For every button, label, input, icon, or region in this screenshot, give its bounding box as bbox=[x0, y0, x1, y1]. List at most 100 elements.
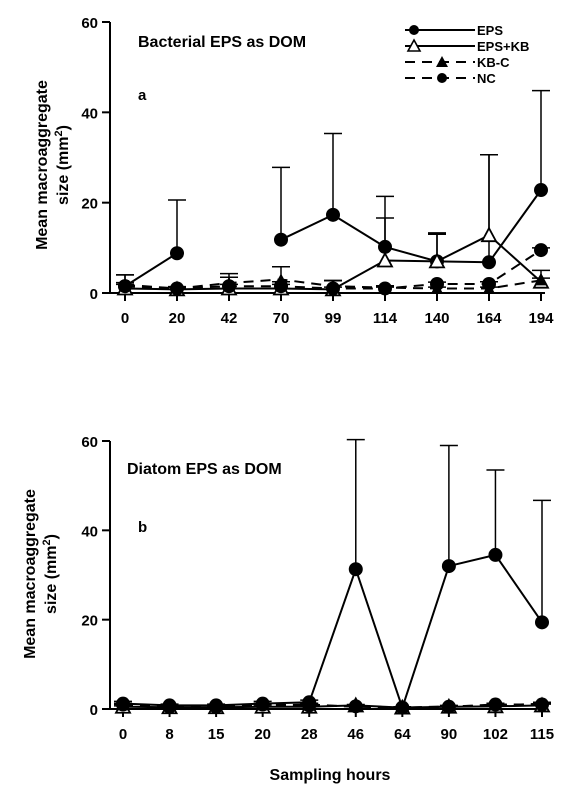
panel-a-ylabel-text: size (mm bbox=[55, 136, 72, 204]
x-tick-label: 164 bbox=[476, 310, 502, 327]
panel-b-plot: 0 20 40 60 0 8 15 20 28 46 64 90 102 115 bbox=[81, 434, 554, 743]
x-tick-label: 20 bbox=[254, 726, 271, 743]
point-nc bbox=[441, 699, 456, 714]
x-tick-label: 42 bbox=[221, 310, 238, 327]
point-nc bbox=[378, 281, 392, 296]
x-tick-label: 15 bbox=[208, 726, 225, 743]
x-tick-label: 28 bbox=[301, 726, 318, 743]
point-eps bbox=[274, 232, 288, 247]
point-eps-kb bbox=[428, 252, 446, 269]
x-tick-label: 70 bbox=[273, 310, 290, 327]
x-tick-label: 64 bbox=[394, 726, 411, 743]
panel-a-ylabel-line1: Mean macroaggregate bbox=[34, 80, 51, 250]
x-tick-label: 46 bbox=[347, 726, 364, 743]
point-nc bbox=[482, 276, 496, 291]
panel-b: 0 20 40 60 0 8 15 20 28 46 64 90 102 115 Diatom EPS a… bbox=[22, 434, 554, 784]
legend-item-kb-c: KB-C bbox=[405, 55, 510, 70]
x-tick-label: 115 bbox=[530, 726, 554, 743]
legend-eps-marker bbox=[409, 25, 419, 35]
point-nc bbox=[116, 697, 130, 712]
point-eps bbox=[441, 559, 456, 574]
point-nc bbox=[274, 279, 288, 294]
panel-a-label: a bbox=[138, 87, 147, 104]
series-line-eps bbox=[124, 252, 178, 288]
point-eps bbox=[534, 183, 548, 198]
point-nc bbox=[534, 243, 548, 258]
panel-a-ylabel-line2: size (mm2) bbox=[53, 125, 72, 205]
panel-a-ylabel-sup: 2 bbox=[53, 130, 65, 136]
panel-a: 0 20 40 60 0 20 42 70 99 114 140 164 194 Bacterial E… bbox=[34, 15, 554, 327]
y-tick-label: 60 bbox=[81, 15, 98, 32]
point-nc bbox=[535, 697, 549, 712]
panel-a-ylabel-close: ) bbox=[55, 125, 72, 130]
y-tick-label: 20 bbox=[81, 196, 98, 213]
x-tick-label: 90 bbox=[441, 726, 458, 743]
panel-b-ylabel-line2: size (mm2) bbox=[41, 534, 60, 614]
point-nc bbox=[348, 699, 363, 714]
legend-item-eps-kb: EPS+KB bbox=[405, 38, 529, 54]
point-nc bbox=[430, 276, 444, 291]
legend-eps-kb-label: EPS+KB bbox=[477, 39, 529, 54]
y-tick-label: 40 bbox=[81, 523, 98, 540]
point-nc bbox=[222, 279, 236, 294]
x-tick-label: 0 bbox=[121, 310, 129, 327]
point-eps bbox=[482, 255, 496, 270]
legend: EPS EPS+KB KB-C NC bbox=[405, 23, 529, 86]
point-nc bbox=[488, 697, 503, 712]
panel-a-title: Bacterial EPS as DOM bbox=[138, 34, 306, 51]
y-tick-label: 0 bbox=[90, 286, 98, 303]
series-line-eps bbox=[122, 553, 543, 711]
point-eps bbox=[535, 615, 549, 630]
x-tick-label: 0 bbox=[119, 726, 127, 743]
x-tick-label: 140 bbox=[424, 310, 449, 327]
panel-b-ylabel-text: size (mm bbox=[43, 545, 60, 613]
legend-kb-c-label: KB-C bbox=[477, 55, 510, 70]
point-kb-c bbox=[535, 274, 547, 286]
x-tick-label: 8 bbox=[165, 726, 173, 743]
point-nc bbox=[118, 279, 132, 294]
panel-b-label: b bbox=[138, 519, 147, 536]
point-nc bbox=[209, 699, 224, 714]
point-eps-kb bbox=[376, 251, 394, 268]
point-eps bbox=[170, 246, 184, 261]
point-eps bbox=[326, 207, 340, 222]
x-tick-label: 114 bbox=[373, 310, 398, 327]
x-tick-label: 102 bbox=[483, 726, 508, 743]
panel-b-ylabel-line1: Mean macroaggregate bbox=[22, 489, 39, 659]
x-tick-label: 99 bbox=[325, 310, 342, 327]
point-nc bbox=[395, 700, 410, 715]
series-nc bbox=[116, 243, 550, 296]
x-axis-label: Sampling hours bbox=[270, 767, 391, 784]
point-nc bbox=[302, 698, 317, 713]
point-eps bbox=[348, 562, 363, 577]
point-eps bbox=[488, 547, 503, 562]
point-eps-kb bbox=[480, 226, 498, 243]
series-line-nc bbox=[122, 703, 542, 709]
point-nc bbox=[162, 699, 177, 714]
x-tick-label: 20 bbox=[169, 310, 186, 327]
series-line-eps bbox=[280, 189, 542, 264]
y-tick-label: 20 bbox=[81, 613, 98, 630]
legend-item-eps: EPS bbox=[405, 23, 503, 38]
panel-b-ylabel-close: ) bbox=[43, 534, 60, 539]
y-tick-label: 60 bbox=[81, 434, 98, 451]
legend-item-nc: NC bbox=[405, 71, 496, 86]
point-nc bbox=[326, 281, 340, 296]
legend-kb-c-marker bbox=[436, 56, 448, 67]
series-nc bbox=[114, 697, 551, 715]
panel-b-title: Diatom EPS as DOM bbox=[127, 461, 282, 478]
series-eps bbox=[114, 438, 551, 715]
panel-b-ylabel-sup: 2 bbox=[41, 539, 53, 545]
y-tick-label: 40 bbox=[81, 105, 98, 122]
series-eps bbox=[116, 89, 550, 294]
panel-a-plot: 0 20 40 60 0 20 42 70 99 114 140 164 194 bbox=[81, 15, 554, 327]
legend-nc-marker bbox=[437, 73, 447, 83]
legend-eps-label: EPS bbox=[477, 23, 503, 38]
point-nc bbox=[255, 697, 270, 712]
legend-nc-label: NC bbox=[477, 71, 496, 86]
y-tick-label: 0 bbox=[90, 702, 98, 719]
x-tick-label: 194 bbox=[528, 310, 554, 327]
point-nc bbox=[170, 281, 184, 296]
legend-eps-kb-marker bbox=[406, 38, 422, 52]
